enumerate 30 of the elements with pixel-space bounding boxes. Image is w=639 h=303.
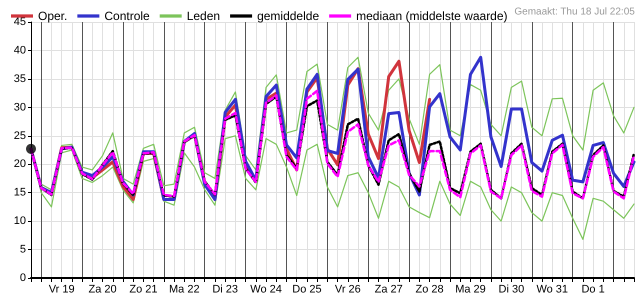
y-tick-label: 35 [14,72,26,85]
x-tick-label: Zo 21 [129,284,158,296]
y-tick-label: 25 [14,130,26,142]
y-tick-label: 20 [14,158,26,170]
legend-label: Leden [186,9,220,23]
legend-label: mediaan (middelste waarde) [356,9,508,23]
y-tick-label: 10 [14,215,26,228]
y-tick-label: 30 [14,101,26,114]
legend-label: gemiddelde [257,9,320,23]
x-tick-label: Vr 19 [48,284,75,296]
x-tick-label: Di 30 [498,284,524,296]
y-tick-label: 45 [14,16,26,28]
x-tick-label: Di 23 [212,284,238,296]
x-tick-label: Za 27 [374,284,403,296]
legend-label: Oper. [38,9,68,23]
y-tick-label: 0 [20,272,26,284]
x-tick-label: Zo 28 [416,284,444,296]
y-tick-label: 15 [14,186,26,199]
x-tick-label: Wo 24 [250,284,282,296]
text: Gemaakt: Thu 18 Jul 22:05 [514,6,636,18]
x-tick-label: Wo 31 [536,284,568,296]
x-tick-label: Ma 22 [169,284,200,296]
x-tick-label: Ma 29 [455,284,486,296]
x-tick-label: Do 1 [581,284,605,296]
legend-label: Controle [104,9,150,23]
y-tick-label: 40 [14,44,26,56]
y-tick-label: 5 [20,244,26,256]
x-tick-label: Do 25 [292,284,322,296]
x-tick-label: Za 20 [88,284,117,296]
x-tick-label: Vr 26 [334,284,361,296]
